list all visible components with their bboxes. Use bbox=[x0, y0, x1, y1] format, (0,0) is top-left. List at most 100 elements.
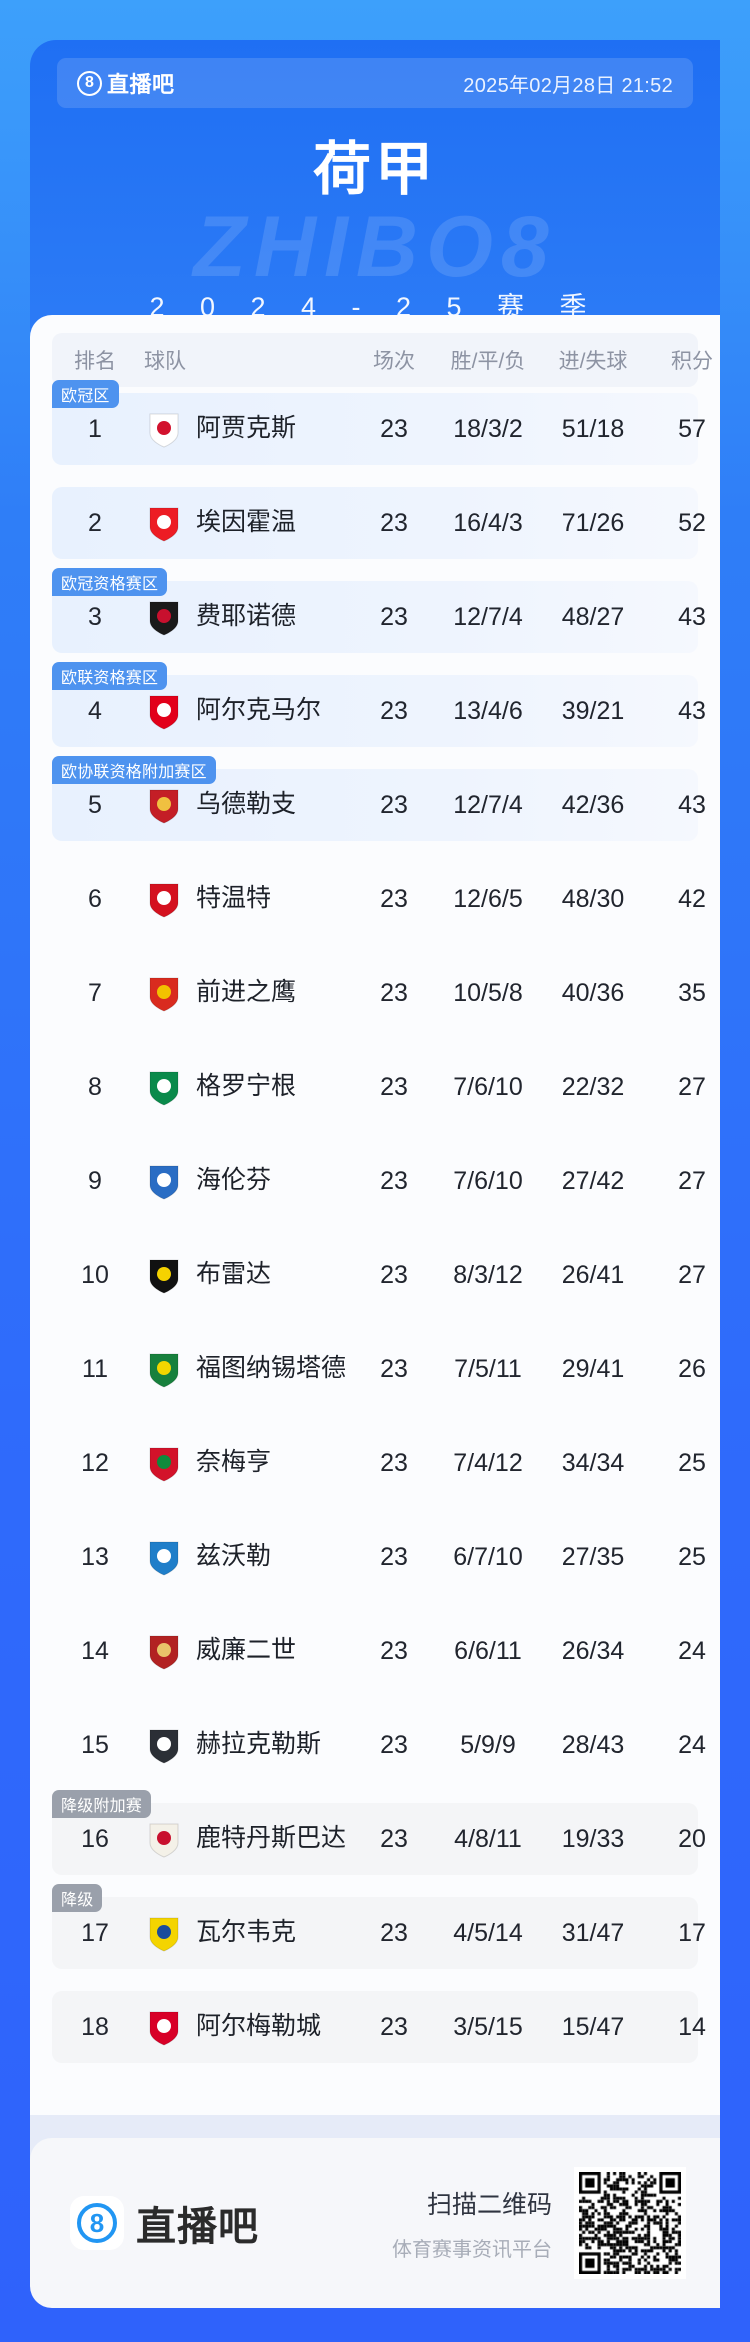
row-matches: 23 bbox=[380, 1166, 408, 1195]
zwolle-crest bbox=[144, 1537, 184, 1577]
team-name: 特温特 bbox=[196, 884, 272, 913]
table-row[interactable]: 12 奈梅亨 23 7/4/12 34/34 25 bbox=[52, 1427, 706, 1499]
row-goals: 48/30 bbox=[561, 884, 625, 913]
row-team[interactable]: 阿尔梅勒城 bbox=[138, 2007, 352, 2047]
goahead-crest bbox=[144, 973, 184, 1013]
row-matches: 23 bbox=[380, 1824, 408, 1853]
datetime-label: 2025年02月28日 21:52 bbox=[463, 74, 673, 97]
psv-crest bbox=[144, 503, 184, 543]
table-row[interactable]: 降级 17 瓦尔韦克 23 4/5/14 31/47 17 bbox=[52, 1884, 706, 1969]
row-points: 25 bbox=[678, 1542, 706, 1571]
table-row[interactable]: 欧冠资格赛区 3 费耶诺德 23 12/7/4 48/27 43 bbox=[52, 568, 706, 653]
row-gap bbox=[30, 1875, 720, 1897]
row-team[interactable]: 瓦尔韦克 bbox=[138, 1913, 352, 1953]
row-team[interactable]: 格罗宁根 bbox=[138, 1067, 352, 1107]
row-gap bbox=[30, 1405, 720, 1427]
row-gap bbox=[30, 841, 720, 863]
team-name: 前进之鹰 bbox=[196, 978, 297, 1007]
footer-qr-block: 扫描二维码 体育赛事资讯平台 bbox=[392, 2167, 686, 2279]
table-row[interactable]: 欧冠区 1 阿贾克斯 23 18/3/2 51/18 57 bbox=[52, 380, 706, 465]
table-row[interactable]: 降级附加赛 16 鹿特丹斯巴达 23 4/8/11 19/33 20 bbox=[52, 1790, 706, 1875]
header: 8 直播吧 2025年02月28日 21:52 荷甲 ZHIBO8 2 0 2 … bbox=[30, 40, 720, 325]
table-row[interactable]: 15 赫拉克勒斯 23 5/9/9 28/43 24 bbox=[52, 1709, 706, 1781]
row-matches: 23 bbox=[380, 1542, 408, 1571]
row-team[interactable]: 奈梅亨 bbox=[138, 1443, 352, 1483]
row-points: 35 bbox=[678, 978, 706, 1007]
footer-brand[interactable]: 8 直播吧 bbox=[70, 2194, 259, 2252]
col-wdl: 胜/平/负 bbox=[450, 350, 526, 373]
row-team[interactable]: 费耶诺德 bbox=[138, 597, 352, 637]
table-row[interactable]: 9 海伦芬 23 7/6/10 27/42 27 bbox=[52, 1145, 706, 1217]
row-goals: 40/36 bbox=[561, 978, 625, 1007]
row-goals: 51/18 bbox=[561, 414, 625, 443]
row-matches: 23 bbox=[380, 414, 408, 443]
row-points: 20 bbox=[678, 1824, 706, 1853]
brand[interactable]: 8 直播吧 bbox=[77, 67, 175, 99]
row-team[interactable]: 海伦芬 bbox=[138, 1161, 352, 1201]
table-row[interactable]: 欧联资格赛区 4 阿尔克马尔 23 13/4/6 39/21 43 bbox=[52, 662, 706, 747]
table-row[interactable]: 18 阿尔梅勒城 23 3/5/15 15/47 14 bbox=[52, 1991, 706, 2063]
col-goals: 进/失球 bbox=[558, 350, 628, 373]
row-rank: 15 bbox=[81, 1730, 109, 1759]
row-team[interactable]: 赫拉克勒斯 bbox=[138, 1725, 352, 1765]
row-team[interactable]: 福图纳锡塔德 bbox=[138, 1349, 352, 1389]
table-row[interactable]: 11 福图纳锡塔德 23 7/5/11 29/41 26 bbox=[52, 1333, 706, 1405]
row-team[interactable]: 鹿特丹斯巴达 bbox=[138, 1819, 352, 1859]
row-points: 24 bbox=[678, 1730, 706, 1759]
row-wdl: 8/3/12 bbox=[453, 1260, 523, 1289]
row-points: 14 bbox=[678, 2012, 706, 2041]
row-team[interactable]: 布雷达 bbox=[138, 1255, 352, 1295]
row-points: 27 bbox=[678, 1166, 706, 1195]
willem-crest bbox=[144, 1631, 184, 1671]
row-team[interactable]: 阿尔克马尔 bbox=[138, 691, 352, 731]
feyenoord-crest bbox=[144, 597, 184, 637]
row-rank: 2 bbox=[88, 508, 102, 537]
row-matches: 23 bbox=[380, 1636, 408, 1665]
team-name: 费耶诺德 bbox=[196, 602, 297, 631]
row-team[interactable]: 兹沃勒 bbox=[138, 1537, 352, 1577]
table-row[interactable]: 14 威廉二世 23 6/6/11 26/34 24 bbox=[52, 1615, 706, 1687]
team-name: 奈梅亨 bbox=[196, 1448, 272, 1477]
qr-code-image[interactable] bbox=[574, 2167, 686, 2279]
row-team[interactable]: 阿贾克斯 bbox=[138, 409, 352, 449]
twente-crest bbox=[144, 879, 184, 919]
row-points: 42 bbox=[678, 884, 706, 913]
brand-name: 直播吧 bbox=[107, 72, 175, 97]
row-matches: 23 bbox=[380, 790, 408, 819]
team-name: 阿尔梅勒城 bbox=[196, 2012, 322, 2041]
row-matches: 23 bbox=[380, 1448, 408, 1477]
table-row[interactable]: 欧协联资格附加赛区 5 乌德勒支 23 12/7/4 42/36 43 bbox=[52, 756, 706, 841]
zone-badge: 欧联资格赛区 bbox=[52, 662, 168, 690]
rkc-crest bbox=[144, 1913, 184, 1953]
team-name: 海伦芬 bbox=[196, 1166, 272, 1195]
ajax-crest bbox=[144, 409, 184, 449]
row-team[interactable]: 威廉二世 bbox=[138, 1631, 352, 1671]
row-team[interactable]: 乌德勒支 bbox=[138, 785, 352, 825]
row-goals: 19/33 bbox=[561, 1824, 625, 1853]
zone-badge: 降级附加赛 bbox=[52, 1790, 152, 1818]
team-name: 威廉二世 bbox=[196, 1636, 297, 1665]
row-goals: 34/34 bbox=[561, 1448, 625, 1477]
row-rank: 3 bbox=[88, 602, 102, 631]
row-rank: 6 bbox=[88, 884, 102, 913]
row-rank: 13 bbox=[81, 1542, 109, 1571]
row-team[interactable]: 特温特 bbox=[138, 879, 352, 919]
table-row[interactable]: 8 格罗宁根 23 7/6/10 22/32 27 bbox=[52, 1051, 706, 1123]
table-row[interactable]: 13 兹沃勒 23 6/7/10 27/35 25 bbox=[52, 1521, 706, 1593]
row-wdl: 12/7/4 bbox=[453, 790, 523, 819]
row-team[interactable]: 前进之鹰 bbox=[138, 973, 352, 1013]
table-row[interactable]: 2 埃因霍温 23 16/4/3 71/26 52 bbox=[52, 487, 706, 559]
row-gap bbox=[30, 935, 720, 957]
standings-rows: 欧冠区 1 阿贾克斯 23 18/3/2 51/18 57 2 埃因霍温 23 16/4/3 71/2… bbox=[30, 380, 720, 2073]
table-row[interactable]: 10 布雷达 23 8/3/12 26/41 27 bbox=[52, 1239, 706, 1311]
col-points: 积分 bbox=[671, 350, 713, 373]
row-team[interactable]: 埃因霍温 bbox=[138, 503, 352, 543]
col-rank: 排名 bbox=[74, 350, 116, 373]
row-wdl: 12/7/4 bbox=[453, 602, 523, 631]
team-name: 鹿特丹斯巴达 bbox=[196, 1824, 347, 1853]
heracles-crest bbox=[144, 1725, 184, 1765]
sparta-crest bbox=[144, 1819, 184, 1859]
row-rank: 4 bbox=[88, 696, 102, 725]
table-row[interactable]: 6 特温特 23 12/6/5 48/30 42 bbox=[52, 863, 706, 935]
table-row[interactable]: 7 前进之鹰 23 10/5/8 40/36 35 bbox=[52, 957, 706, 1029]
